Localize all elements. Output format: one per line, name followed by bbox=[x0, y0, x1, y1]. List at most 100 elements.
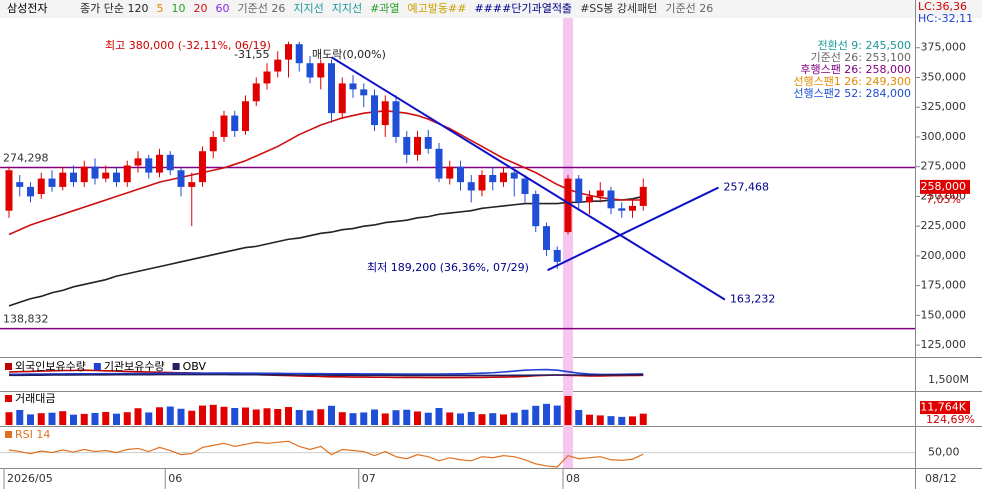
candle-body bbox=[489, 175, 497, 183]
toolbar-item: #SS봉 강세패턴 bbox=[580, 2, 657, 15]
y-tick-label: 200,000 bbox=[921, 249, 967, 262]
candle-body bbox=[263, 71, 271, 84]
volume-bar bbox=[381, 413, 389, 425]
volume-bar bbox=[134, 408, 142, 425]
end-date: 08/12 bbox=[925, 472, 957, 485]
candle-body bbox=[639, 186, 647, 206]
y-tick-label: 125,000 bbox=[921, 338, 967, 351]
candle-body bbox=[252, 83, 260, 102]
volume-bar bbox=[209, 404, 217, 425]
volume-bar bbox=[446, 412, 454, 425]
candle-body bbox=[532, 194, 540, 227]
legend-swatch bbox=[93, 363, 101, 370]
volume-bar bbox=[317, 409, 325, 425]
volume-bar bbox=[91, 412, 99, 425]
volume-bar bbox=[607, 416, 615, 425]
volume-bar bbox=[145, 412, 153, 425]
price-label: 258,000 bbox=[921, 180, 967, 193]
trend-label: 163,232 bbox=[730, 293, 776, 306]
panel-title: RSI 14 bbox=[15, 428, 50, 441]
trend-line bbox=[330, 56, 726, 301]
candle-body bbox=[543, 226, 550, 250]
volume-bar bbox=[392, 410, 400, 425]
candle-body bbox=[27, 186, 34, 197]
volume-bar bbox=[586, 414, 593, 425]
candle-body bbox=[328, 63, 335, 114]
volume-bar bbox=[37, 413, 45, 425]
volume-bar bbox=[575, 409, 583, 425]
candle-body bbox=[209, 136, 217, 152]
volume-bar bbox=[220, 406, 228, 425]
volume-bar bbox=[349, 413, 357, 425]
volume-bar bbox=[242, 407, 249, 425]
change-label: 7,05% bbox=[926, 193, 961, 206]
volume-bar bbox=[5, 412, 13, 425]
volume-bar bbox=[510, 412, 518, 425]
volume-bar bbox=[371, 409, 378, 425]
legend-item: 기준선 26: 253,100 bbox=[810, 51, 911, 64]
volume-bar bbox=[478, 414, 486, 425]
low-annotation: 최저 189,200 (36,36%, 07/29) bbox=[367, 261, 529, 274]
candle-body bbox=[306, 63, 314, 78]
candle-body bbox=[134, 158, 142, 166]
candle-body bbox=[521, 178, 529, 195]
candle-body bbox=[435, 148, 443, 179]
candle-body bbox=[188, 182, 196, 187]
toolbar-item: 기준선 26 bbox=[665, 2, 713, 15]
candle-body bbox=[123, 165, 131, 183]
volume-bar bbox=[489, 413, 497, 425]
volume-bar bbox=[328, 405, 335, 425]
legend-swatch bbox=[5, 395, 12, 402]
volume-bar bbox=[553, 405, 561, 425]
volume-bar bbox=[639, 413, 647, 425]
candle-body bbox=[478, 175, 486, 191]
high-annotation: 최고 380,000 (-32,11%, 06/19) bbox=[105, 39, 271, 52]
volume-bar bbox=[435, 408, 443, 425]
y-tick-label: 375,000 bbox=[921, 41, 967, 54]
volume-bar bbox=[564, 395, 572, 425]
highlight-band bbox=[563, 18, 573, 468]
candle-body bbox=[371, 95, 378, 126]
candle-body bbox=[274, 59, 282, 72]
toolbar-item: 종가 단순 120 bbox=[80, 2, 148, 15]
volume-bar bbox=[177, 408, 185, 425]
candle-body bbox=[392, 101, 400, 137]
candle-body bbox=[166, 154, 174, 171]
volume-bar bbox=[457, 413, 464, 425]
candle-body bbox=[37, 178, 45, 195]
volume-bar bbox=[27, 414, 34, 425]
volume-bar bbox=[596, 415, 604, 425]
y-tick-label: 350,000 bbox=[921, 70, 967, 83]
y-tick-label: 175,000 bbox=[921, 279, 967, 292]
axis-label: 1,500M bbox=[928, 373, 969, 386]
volume-bar bbox=[48, 412, 56, 425]
candle-body bbox=[317, 63, 325, 78]
value-box bbox=[920, 401, 970, 414]
volume-bar bbox=[532, 405, 540, 425]
toolbar-item: ####단기과열적출 bbox=[474, 2, 572, 15]
candle-body bbox=[220, 115, 228, 137]
note: -31,55 bbox=[234, 48, 269, 61]
volume-bar bbox=[263, 408, 271, 425]
volume-bar bbox=[629, 416, 636, 425]
toolbar-item: 지지선 bbox=[293, 2, 323, 15]
legend-item: 선행스팬1 26: 249,300 bbox=[793, 75, 911, 88]
candle-body bbox=[457, 166, 464, 183]
volume-bar bbox=[424, 412, 432, 425]
symbol[interactable]: 삼성전자 bbox=[7, 2, 47, 15]
x-tick-label: 2026/05 bbox=[7, 472, 53, 485]
x-tick-label: 07 bbox=[362, 472, 376, 485]
volume-bar bbox=[285, 407, 292, 425]
candle-body bbox=[446, 166, 454, 179]
candle-body bbox=[177, 170, 185, 187]
x-tick-label: 06 bbox=[168, 472, 182, 485]
candle-body bbox=[199, 151, 206, 183]
legend-swatch bbox=[5, 431, 12, 438]
candle-body bbox=[338, 83, 346, 114]
volume-bar bbox=[403, 409, 411, 425]
holding-line bbox=[9, 373, 644, 377]
volume-bar bbox=[231, 408, 239, 425]
volume-bar bbox=[467, 411, 475, 425]
candle-body bbox=[618, 208, 626, 211]
volume-bar bbox=[70, 414, 77, 425]
